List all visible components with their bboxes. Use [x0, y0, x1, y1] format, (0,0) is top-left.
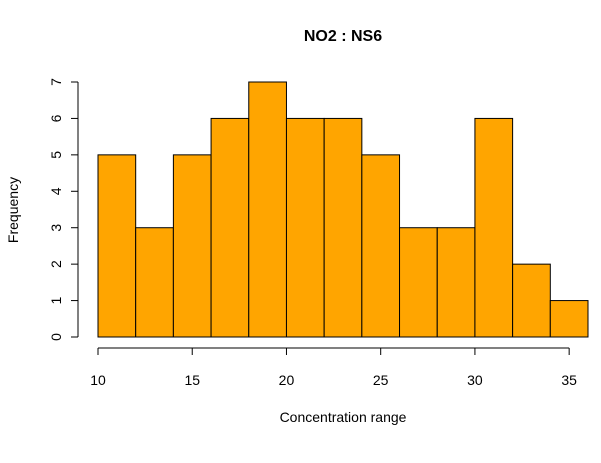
y-tick-label: 4 — [48, 187, 64, 195]
x-tick-label: 20 — [279, 372, 295, 388]
histogram-bar — [323, 117, 363, 338]
histogram-bar — [474, 117, 514, 338]
histogram-bar — [512, 263, 551, 338]
histogram-bar — [285, 117, 325, 338]
histogram-bar — [135, 227, 174, 338]
x-axis: 10 15 20 25 30 35 — [90, 347, 577, 388]
bars-group — [97, 81, 589, 338]
y-tick-label: 1 — [48, 296, 64, 304]
histogram-bar — [172, 154, 212, 338]
x-tick-label: 30 — [467, 372, 483, 388]
histogram-bar — [399, 227, 438, 338]
y-tick-label: 6 — [48, 114, 64, 122]
y-axis: 0 1 2 3 4 5 6 7 — [48, 78, 79, 341]
x-tick-label: 15 — [184, 372, 200, 388]
histogram-bar — [549, 300, 589, 338]
histogram-bar — [210, 117, 250, 338]
y-tick-label: 5 — [48, 151, 64, 159]
y-tick-label: 2 — [48, 260, 64, 268]
x-axis-label: Concentration range — [280, 409, 407, 425]
y-tick-label: 0 — [48, 333, 64, 341]
x-tick-label: 25 — [373, 372, 389, 388]
histogram-bar — [248, 81, 287, 338]
histogram-bar — [361, 154, 401, 338]
chart-title: NO2 : NS6 — [304, 28, 382, 45]
y-tick-label: 7 — [48, 78, 64, 86]
y-tick-label: 3 — [48, 224, 64, 232]
x-tick-label: 10 — [90, 372, 106, 388]
histogram-bar — [436, 227, 476, 338]
y-axis-label: Frequency — [5, 177, 21, 243]
x-tick-label: 35 — [561, 372, 577, 388]
histogram-bar — [97, 154, 137, 338]
